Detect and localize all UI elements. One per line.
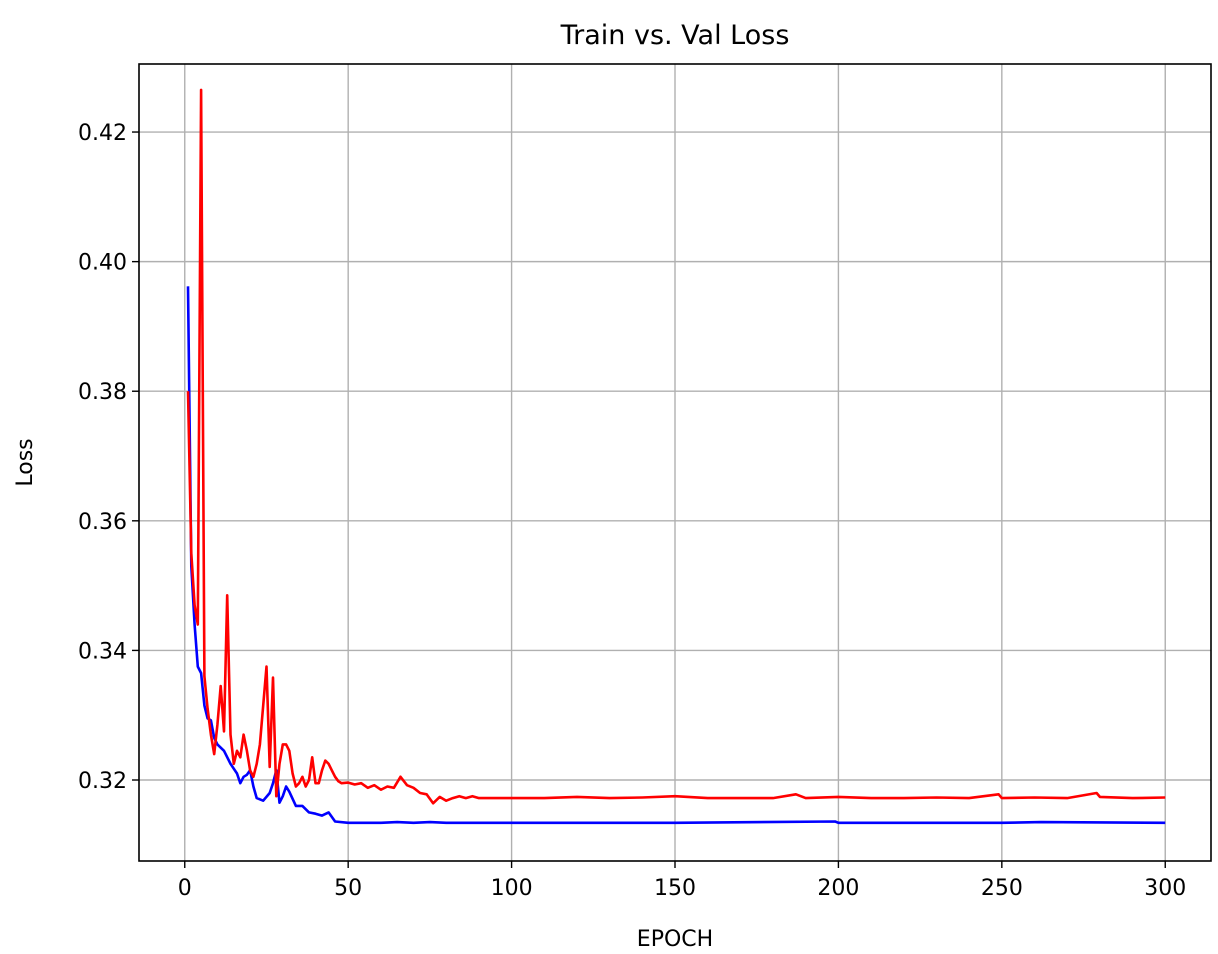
y-tick-label: 0.38	[78, 380, 127, 405]
y-axis-title: Loss	[13, 438, 38, 486]
x-tick-label: 300	[1144, 876, 1186, 901]
y-tick-label: 0.36	[78, 510, 127, 535]
x-tick-label: 250	[981, 876, 1023, 901]
x-tick-label: 0	[178, 876, 192, 901]
x-tick-label: 50	[334, 876, 362, 901]
y-tick-label: 0.32	[78, 769, 127, 794]
y-tick-label: 0.42	[78, 121, 127, 146]
chart-title: Train vs. Val Loss	[560, 20, 790, 51]
ticks: 0 50 100 150 200 250 300 0.32 0.34 0.36 0.38 0.40 0.…	[78, 121, 1186, 901]
grid	[139, 64, 1211, 861]
x-axis-title: EPOCH	[637, 927, 713, 952]
val-loss-line	[186, 88, 1166, 805]
y-tick-label: 0.34	[78, 639, 127, 664]
x-tick-label: 150	[654, 876, 696, 901]
series-layer	[186, 88, 1166, 825]
x-tick-label: 100	[491, 876, 533, 901]
train-loss-line	[186, 286, 1166, 825]
y-tick-label: 0.40	[78, 251, 127, 276]
x-tick-label: 200	[817, 876, 859, 901]
